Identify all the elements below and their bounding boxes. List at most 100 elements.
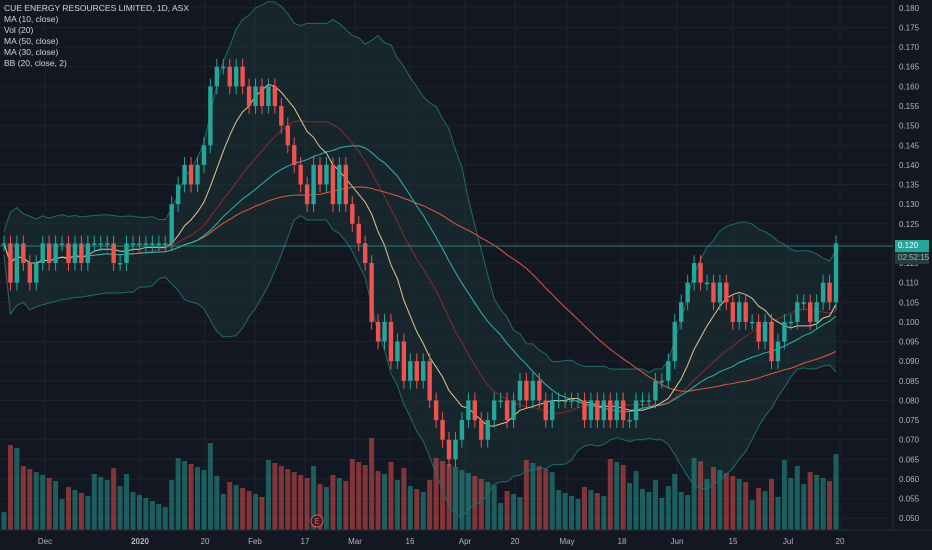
- volume-bar: [220, 494, 226, 530]
- time-tick-label: 17: [301, 537, 310, 546]
- candlesticks: [1, 58, 839, 468]
- volume-bar: [781, 460, 787, 530]
- volume-bar: [743, 482, 749, 530]
- volume-bar: [588, 490, 594, 530]
- volume-bar: [807, 472, 813, 530]
- candle-body: [550, 400, 555, 421]
- volume-bar: [485, 482, 491, 530]
- volume-bar: [420, 492, 426, 530]
- legend-bollinger[interactable]: BB (20, close, 2): [4, 58, 67, 68]
- time-axis[interactable]: Dec 2020 20 Feb 17 Mar 16 Apr 20 May 18 Jun 15 Jul 20: [38, 537, 845, 546]
- candle-body: [820, 282, 826, 303]
- candle-body: [79, 243, 84, 264]
- time-tick-label: Jul: [783, 537, 793, 546]
- volume-bar: [162, 507, 168, 530]
- volume-bar: [388, 462, 394, 530]
- volume-bar: [207, 443, 213, 530]
- candle-body: [375, 321, 381, 342]
- candle-body: [808, 302, 813, 322]
- candle-body: [111, 243, 116, 264]
- volume-bar: [788, 478, 794, 530]
- volume-bar: [607, 459, 613, 530]
- volume-bar: [794, 466, 800, 530]
- candle-body: [214, 66, 220, 87]
- candle-body: [8, 243, 13, 283]
- legend-ma10[interactable]: MA (10, close): [4, 14, 59, 24]
- candle-body: [292, 145, 297, 165]
- candle-body: [14, 243, 20, 283]
- candle-body: [601, 400, 607, 421]
- volume-bar: [749, 500, 755, 530]
- candle-body: [401, 341, 407, 381]
- candle-body: [169, 204, 174, 244]
- candle-body: [620, 400, 626, 421]
- candle-body: [221, 66, 226, 69]
- candle-body: [337, 164, 342, 205]
- candle-body: [66, 243, 71, 264]
- volume-bar: [440, 461, 446, 530]
- volume-bar: [272, 463, 278, 530]
- candle-body: [369, 263, 374, 322]
- volume-bar: [775, 497, 781, 530]
- legend-ma50[interactable]: MA (50, close): [4, 36, 59, 46]
- price-axis[interactable]: 0.180 0.175 0.170 0.165 0.160 0.155 0.150 0.145…: [899, 4, 920, 523]
- volume-bar: [730, 476, 736, 530]
- volume-bar: [581, 487, 587, 530]
- volume-bar: [53, 481, 59, 530]
- volume-bar: [446, 464, 452, 530]
- candle-body: [285, 125, 290, 146]
- volume-bar: [678, 492, 684, 530]
- volume-bar: [769, 479, 775, 530]
- candle-body: [653, 380, 658, 401]
- volume-bar: [343, 481, 349, 530]
- candle-body: [53, 243, 58, 264]
- candle-body: [317, 164, 323, 185]
- volume-bar: [562, 493, 568, 530]
- volume-bar: [78, 493, 84, 530]
- candle-body: [582, 400, 587, 421]
- candle-body: [608, 400, 613, 421]
- candle-body: [1, 243, 7, 245]
- candle-body: [491, 400, 497, 421]
- legend-title: CUE ENERGY RESOURCES LIMITED, 1D, ASX: [4, 3, 189, 13]
- volume-bars: [1, 438, 839, 530]
- candle-body: [298, 164, 303, 185]
- volume-bar: [491, 485, 497, 530]
- candle-body: [743, 302, 748, 322]
- candle-body: [253, 86, 258, 106]
- volume-bar: [246, 491, 252, 530]
- price-tick-label: 0.095: [899, 338, 920, 347]
- candle-body: [124, 243, 129, 264]
- candle-body: [472, 400, 478, 421]
- volume-bar: [169, 480, 175, 530]
- candle-body: [46, 243, 52, 264]
- legend-ma30[interactable]: MA (30, close): [4, 47, 59, 57]
- time-tick-label: May: [559, 537, 574, 546]
- volume-bar: [801, 484, 807, 530]
- volume-bar: [704, 479, 710, 530]
- volume-bar: [188, 464, 194, 530]
- candle-body: [92, 243, 97, 245]
- candle-body: [788, 321, 794, 324]
- volume-bar: [833, 454, 839, 530]
- time-tick-label: 20: [836, 537, 845, 546]
- time-tick-label: 20: [201, 537, 210, 546]
- moving-average-lines: [3, 0, 837, 519]
- volume-bar: [124, 474, 130, 530]
- price-tick-label: 0.165: [899, 63, 920, 72]
- candle-body: [208, 86, 213, 146]
- earnings-marker[interactable]: E: [310, 514, 324, 528]
- earnings-label: E: [314, 517, 319, 526]
- earnings-icon[interactable]: [310, 514, 324, 528]
- legend-volume[interactable]: Vol (20): [4, 25, 34, 35]
- volume-bar: [472, 476, 478, 530]
- candle-body: [104, 243, 110, 245]
- volume-bar: [601, 496, 607, 530]
- volume-bar: [401, 468, 407, 530]
- volume-bar: [40, 475, 46, 530]
- candle-body: [362, 243, 368, 264]
- candle-body: [421, 361, 426, 381]
- last-price-tag: 0.120: [895, 240, 929, 252]
- candle-body: [330, 164, 336, 205]
